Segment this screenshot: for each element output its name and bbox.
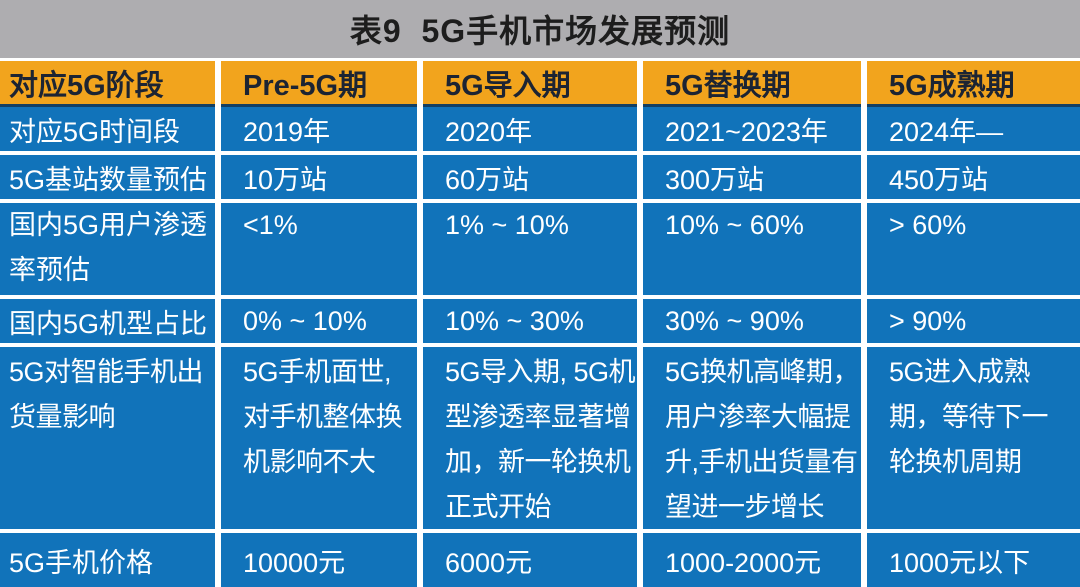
table-cell: > 90%	[867, 299, 1080, 343]
table-cell: 2021~2023年	[643, 107, 861, 151]
table-cell: 5G换机高峰期， 用户渗率大幅提 升,手机出货量有 望进一步增长	[643, 347, 861, 529]
table-row-penetration: 国内5G用户渗透 率预估 <1% 1% ~ 10% 10% ~ 60% > 60…	[0, 203, 1080, 295]
table-title-band: 表9 5G手机市场发展预测	[0, 0, 1080, 58]
forecast-table: 对应5G阶段 Pre-5G期 5G导入期 5G替换期 5G成熟期 对应5G时间段…	[0, 58, 1080, 587]
table-cell: 5G进入成熟 期，等待下一 轮换机周期	[867, 347, 1080, 529]
row-label: 对应5G时间段	[0, 107, 215, 151]
table-row-price: 5G手机价格 10000元 6000元 1000-2000元 1000元以下	[0, 533, 1080, 587]
table-cell: 2020年	[423, 107, 637, 151]
table-row-period: 对应5G时间段 2019年 2020年 2021~2023年 2024年—	[0, 107, 1080, 151]
table-row-shipment-impact: 5G对智能手机出 货量影响 5G手机面世, 对手机整体换 机影响不大 5G导入期…	[0, 347, 1080, 529]
header-cell-stage: 对应5G阶段	[0, 61, 215, 107]
table-cell: > 60%	[867, 203, 1080, 295]
header-cell-mature: 5G成熟期	[867, 61, 1080, 107]
table-cell: 10% ~ 30%	[423, 299, 637, 343]
table-cell: 1000元以下	[867, 533, 1080, 587]
table-header-row: 对应5G阶段 Pre-5G期 5G导入期 5G替换期 5G成熟期	[0, 61, 1080, 107]
table-cell: 2019年	[221, 107, 417, 151]
table-title: 表9 5G手机市场发展预测	[349, 13, 731, 49]
table-cell: 1% ~ 10%	[423, 203, 637, 295]
table-cell: 2024年—	[867, 107, 1080, 151]
table-cell: 1000-2000元	[643, 533, 861, 587]
table-cell: 60万站	[423, 155, 637, 199]
header-cell-replace: 5G替换期	[643, 61, 861, 107]
header-cell-intro: 5G导入期	[423, 61, 637, 107]
row-label: 5G手机价格	[0, 533, 215, 587]
table-cell: 450万站	[867, 155, 1080, 199]
header-cell-pre5g: Pre-5G期	[221, 61, 417, 107]
row-label: 5G基站数量预估	[0, 155, 215, 199]
table-cell: 10% ~ 60%	[643, 203, 861, 295]
row-label: 国内5G机型占比	[0, 299, 215, 343]
table-row-modelshare: 国内5G机型占比 0% ~ 10% 10% ~ 30% 30% ~ 90% > …	[0, 299, 1080, 343]
table-cell: 5G手机面世, 对手机整体换 机影响不大	[221, 347, 417, 529]
table-cell: 0% ~ 10%	[221, 299, 417, 343]
table-cell: 300万站	[643, 155, 861, 199]
table-cell: 10000元	[221, 533, 417, 587]
table-cell: 30% ~ 90%	[643, 299, 861, 343]
table-cell: <1%	[221, 203, 417, 295]
table-row-basestations: 5G基站数量预估 10万站 60万站 300万站 450万站	[0, 155, 1080, 199]
row-label: 国内5G用户渗透 率预估	[0, 203, 215, 295]
row-label: 5G对智能手机出 货量影响	[0, 347, 215, 529]
table-cell: 5G导入期, 5G机 型渗透率显著增 加，新一轮换机 正式开始	[423, 347, 637, 529]
table-cell: 10万站	[221, 155, 417, 199]
table-cell: 6000元	[423, 533, 637, 587]
